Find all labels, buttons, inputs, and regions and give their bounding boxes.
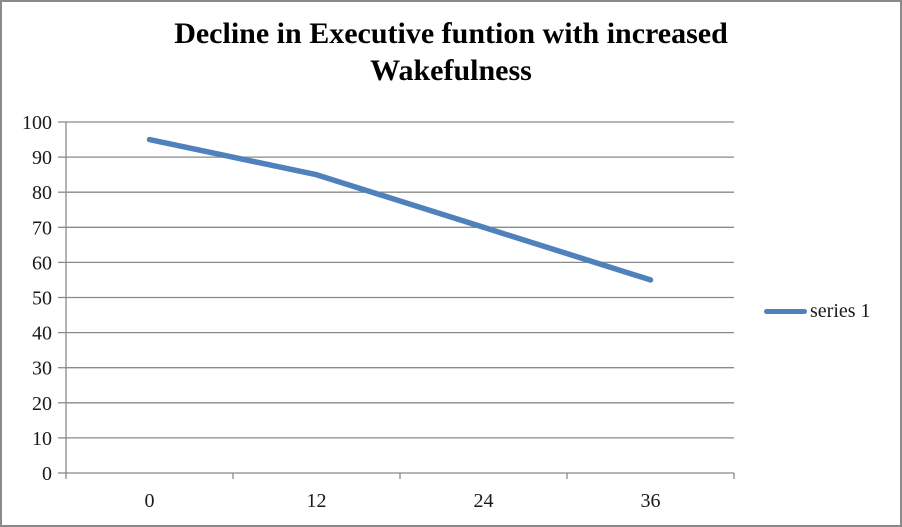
x-axis-tick-label: 24 — [474, 490, 494, 512]
y-axis-tick-label: 60 — [32, 252, 52, 274]
chart-title: Decline in Executive funtion with increa… — [174, 17, 728, 87]
legend-line-swatch — [764, 309, 807, 314]
x-axis-tick-label: 12 — [307, 490, 327, 512]
legend-label: series 1 — [810, 300, 871, 322]
y-axis-tick-label: 80 — [32, 182, 52, 204]
x-axis-tick-label: 0 — [145, 490, 155, 512]
y-axis-tick-label: 20 — [32, 393, 52, 415]
y-axis-tick-label: 30 — [32, 358, 52, 380]
y-axis-tick-label: 70 — [32, 217, 52, 239]
y-axis-tick-label: 50 — [32, 288, 52, 310]
y-axis-tick-label: 10 — [32, 428, 52, 450]
y-axis-tick-label: 0 — [42, 463, 52, 485]
x-axis-tick-label: 36 — [641, 490, 661, 512]
y-axis-tick-label: 90 — [32, 147, 52, 169]
series-line — [146, 136, 654, 283]
legend: series 1 — [764, 300, 871, 323]
y-axis-tick-label: 40 — [32, 323, 52, 345]
y-axis-tick-label: 100 — [22, 112, 52, 134]
